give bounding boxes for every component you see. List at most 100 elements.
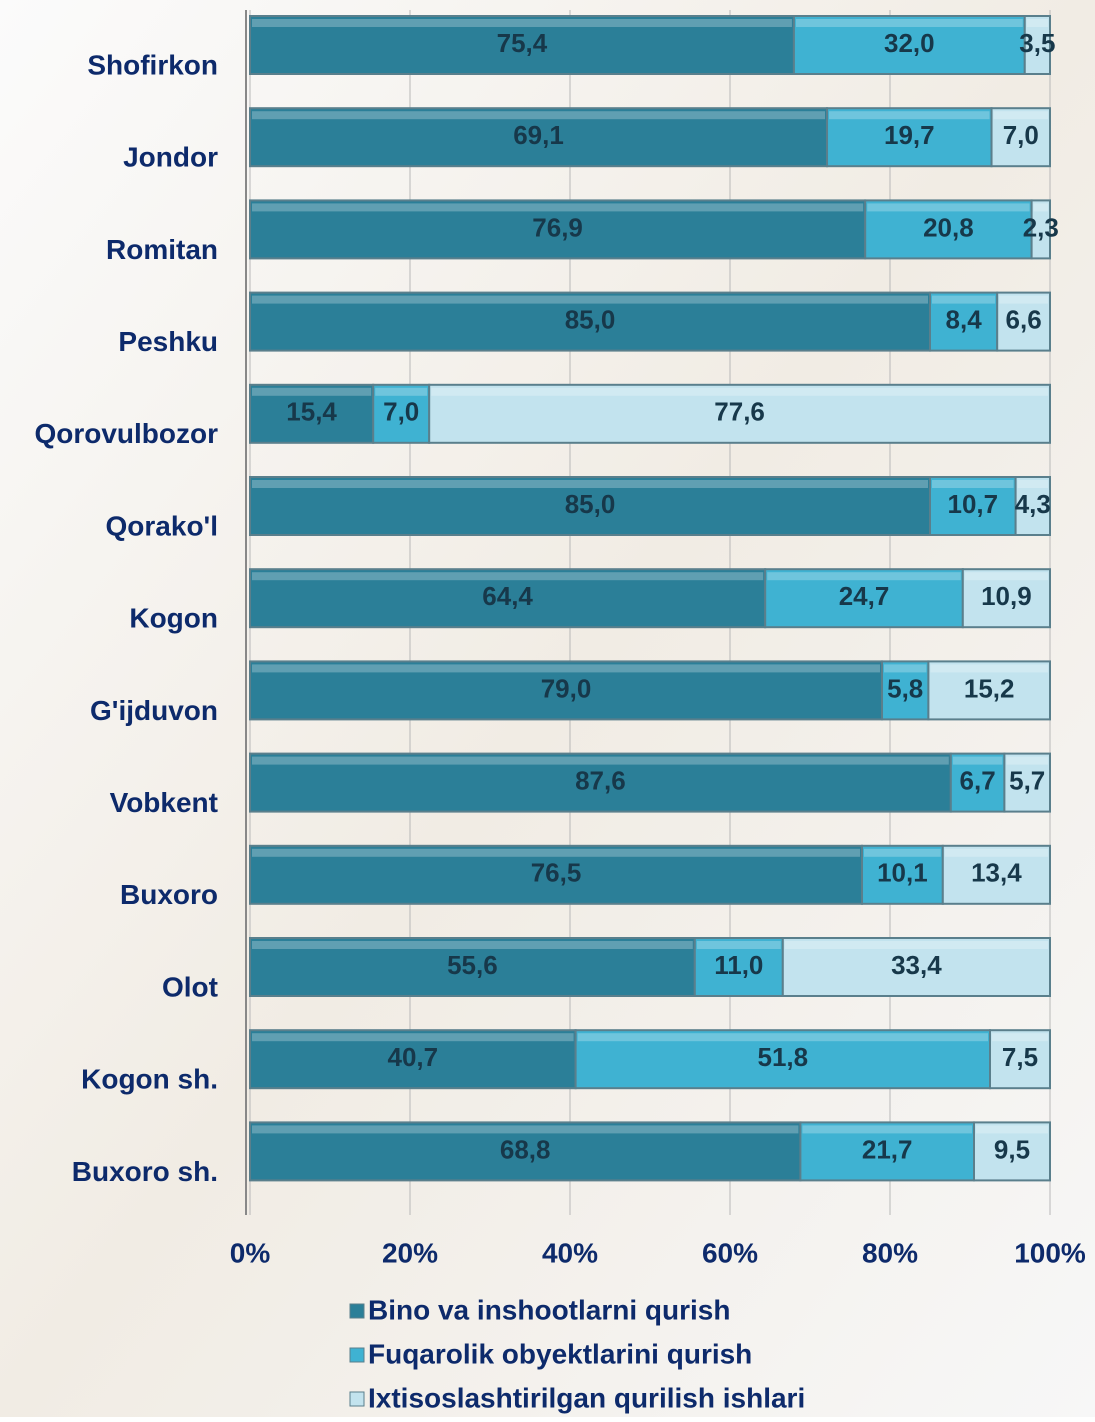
bar-highlight xyxy=(945,849,1048,857)
bar-highlight xyxy=(375,388,427,396)
bar-highlight xyxy=(252,1125,798,1133)
x-tick-label: 40% xyxy=(542,1237,598,1268)
bar-highlight xyxy=(994,111,1048,119)
category-label: Buxoro xyxy=(120,879,218,910)
bar-highlight xyxy=(932,296,995,304)
value-label: 75,4 xyxy=(497,28,548,58)
bar-highlight xyxy=(252,757,949,765)
legend-label: Bino va inshootlarni qurish xyxy=(368,1294,730,1325)
bar-highlight xyxy=(1018,480,1048,488)
bar-highlight xyxy=(930,664,1048,672)
bar-highlight xyxy=(999,296,1048,304)
legend-swatch xyxy=(350,1392,364,1406)
legend-swatch xyxy=(350,1304,364,1318)
value-label: 55,6 xyxy=(447,950,498,980)
value-label: 64,4 xyxy=(482,581,533,611)
value-label: 19,7 xyxy=(884,120,935,150)
bar-highlight xyxy=(252,664,880,672)
value-label: 21,7 xyxy=(862,1134,913,1164)
bar-highlight xyxy=(252,480,928,488)
category-label: Qorako'l xyxy=(106,510,218,541)
bar-highlight xyxy=(953,757,1003,765)
bar-highlight xyxy=(976,1125,1048,1133)
bar-highlight xyxy=(1006,757,1048,765)
value-label: 13,4 xyxy=(971,858,1022,888)
bar-highlight xyxy=(252,111,825,119)
value-label: 69,1 xyxy=(513,120,564,150)
bar-highlight xyxy=(884,664,926,672)
value-label: 7,5 xyxy=(1002,1042,1038,1072)
value-label: 51,8 xyxy=(757,1042,808,1072)
value-label: 76,9 xyxy=(532,212,583,242)
value-label: 10,9 xyxy=(981,581,1032,611)
bar-highlight xyxy=(864,849,941,857)
value-label: 5,7 xyxy=(1009,765,1045,795)
bar-highlight xyxy=(252,941,693,949)
value-label: 87,6 xyxy=(575,765,626,795)
value-label: 6,7 xyxy=(960,765,996,795)
x-tick-label: 60% xyxy=(702,1237,758,1268)
x-tick-label: 100% xyxy=(1014,1237,1086,1268)
category-label: Qorovulbozor xyxy=(34,418,218,449)
category-label: Buxoro sh. xyxy=(72,1156,218,1187)
bar-highlight xyxy=(1034,203,1048,211)
bar-highlight xyxy=(992,1033,1048,1041)
value-label: 4,3 xyxy=(1015,489,1051,519)
bar-highlight xyxy=(785,941,1048,949)
value-label: 7,0 xyxy=(383,397,419,427)
legend-swatch xyxy=(350,1348,364,1362)
bar-highlight xyxy=(252,572,763,580)
bar-highlight xyxy=(578,1033,988,1041)
bar-highlight xyxy=(829,111,990,119)
value-label: 2,3 xyxy=(1023,212,1059,242)
value-label: 15,2 xyxy=(964,673,1015,703)
value-label: 10,1 xyxy=(877,858,928,888)
bar-highlight xyxy=(252,849,860,857)
value-label: 85,0 xyxy=(565,304,616,334)
x-tick-label: 0% xyxy=(230,1237,271,1268)
bar-highlight xyxy=(932,480,1014,488)
value-label: 33,4 xyxy=(891,950,942,980)
bar-highlight xyxy=(697,941,781,949)
legend-label: Ixtisoslashtirilgan qurilish ishlari xyxy=(368,1382,805,1413)
category-label: Kogon sh. xyxy=(81,1064,218,1095)
bar-highlight xyxy=(252,296,928,304)
category-label: Peshku xyxy=(118,326,218,357)
bar-highlight xyxy=(252,1033,574,1041)
bar-highlight xyxy=(252,388,371,396)
value-label: 76,5 xyxy=(531,858,582,888)
category-label: Vobkent xyxy=(110,787,218,818)
bar-highlight xyxy=(796,19,1023,27)
category-label: Olot xyxy=(162,971,218,1002)
bar-highlight xyxy=(252,203,863,211)
value-label: 77,6 xyxy=(714,397,765,427)
value-label: 85,0 xyxy=(565,489,616,519)
bar-highlight xyxy=(867,203,1029,211)
category-label: Jondor xyxy=(123,142,218,173)
legend-label: Fuqarolik obyektlarini qurish xyxy=(368,1338,752,1369)
value-label: 5,8 xyxy=(887,673,923,703)
value-label: 20,8 xyxy=(923,212,974,242)
x-tick-label: 80% xyxy=(862,1237,918,1268)
value-label: 32,0 xyxy=(884,28,935,58)
category-label: G'ijduvon xyxy=(90,695,218,726)
value-label: 8,4 xyxy=(946,304,983,334)
value-label: 3,5 xyxy=(1019,28,1055,58)
chart: 0%20%40%60%80%100%Shofirkon75,432,03,5Jo… xyxy=(0,0,1095,1417)
bar-highlight xyxy=(431,388,1048,396)
value-label: 24,7 xyxy=(839,581,890,611)
value-label: 15,4 xyxy=(286,397,337,427)
value-label: 9,5 xyxy=(994,1134,1030,1164)
bar-highlight xyxy=(965,572,1048,580)
value-label: 10,7 xyxy=(947,489,998,519)
category-label: Romitan xyxy=(106,234,218,265)
x-tick-label: 20% xyxy=(382,1237,438,1268)
value-label: 40,7 xyxy=(387,1042,438,1072)
value-label: 6,6 xyxy=(1006,304,1042,334)
bar-highlight xyxy=(252,19,792,27)
value-label: 7,0 xyxy=(1003,120,1039,150)
value-label: 11,0 xyxy=(714,950,763,980)
bar-highlight xyxy=(1027,19,1048,27)
bar-highlight xyxy=(802,1125,972,1133)
value-label: 79,0 xyxy=(541,673,592,703)
